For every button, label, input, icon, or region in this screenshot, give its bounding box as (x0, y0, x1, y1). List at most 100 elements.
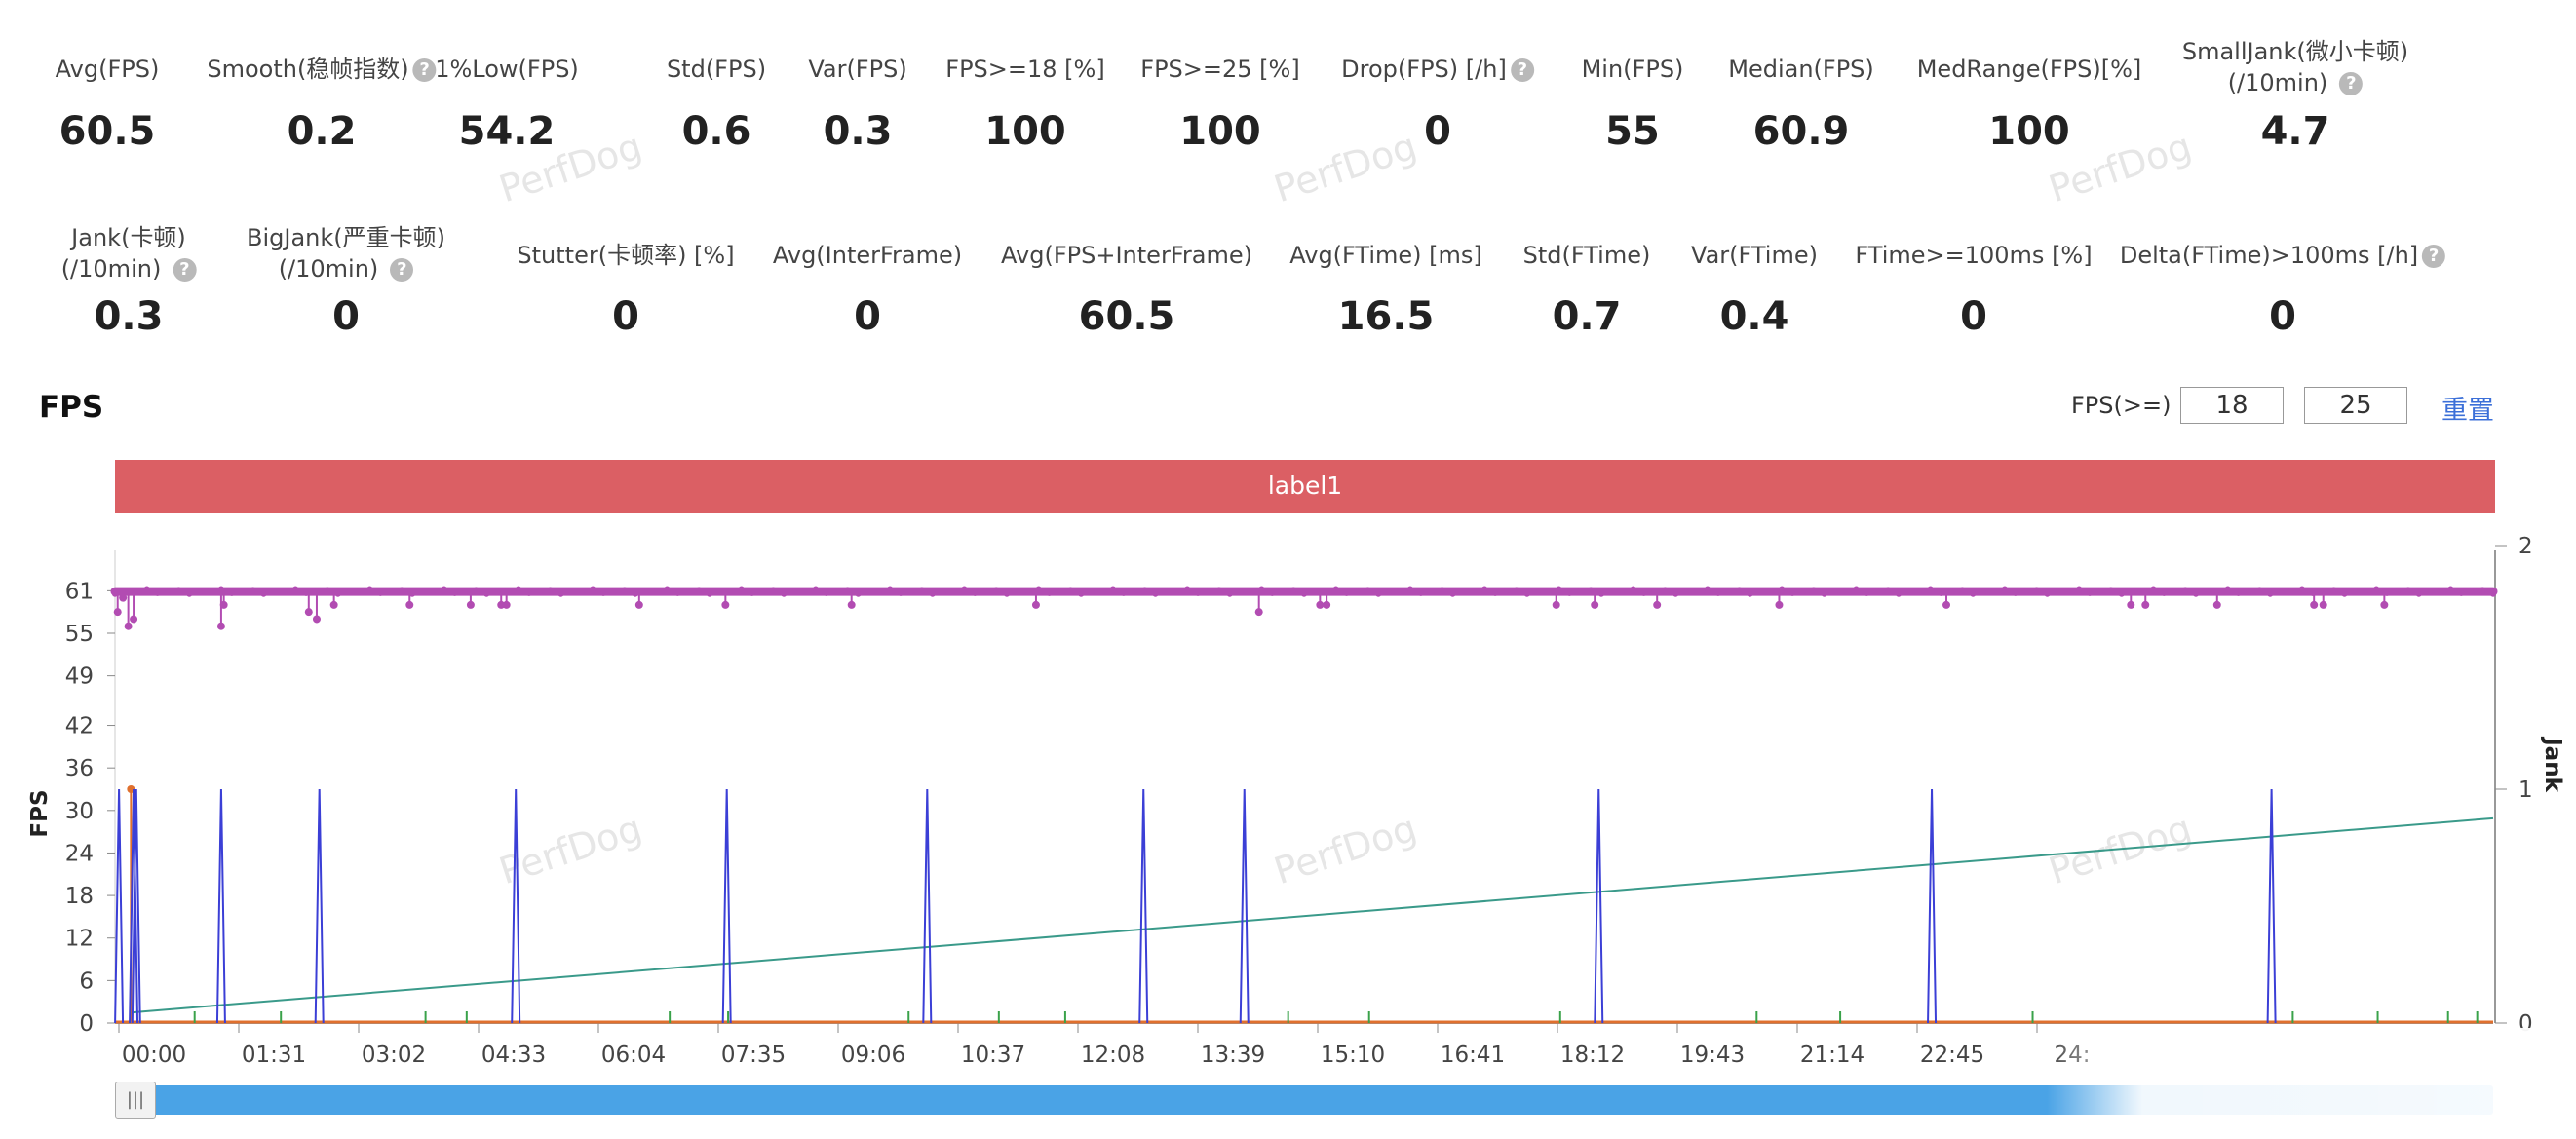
reset-button[interactable]: 重置 (2441, 396, 2494, 426)
x-tick-label: 01:31 (242, 1043, 306, 1068)
fps-point (685, 588, 692, 595)
fps-threshold-high-input[interactable] (2304, 387, 2407, 424)
y-axis-title: FPS (27, 789, 53, 837)
stat-value: 0.2 (287, 109, 357, 154)
fps-point (961, 586, 968, 592)
fps-point (1141, 587, 1148, 593)
y2-axis-title: Jank (2540, 736, 2565, 792)
fps-dip-point (2141, 600, 2150, 609)
stat-value: 60.5 (1078, 294, 1175, 339)
fps-point (770, 587, 777, 593)
fps-point (1556, 586, 1562, 592)
stat-value: 0 (854, 294, 881, 339)
fps-point (1523, 590, 1530, 597)
fps-point (1991, 588, 1998, 594)
jank-spike (215, 788, 226, 1024)
fps-point (621, 587, 628, 593)
fps-point (260, 590, 267, 597)
fps-point (2139, 588, 2146, 594)
help-icon[interactable]: ? (2422, 245, 2446, 268)
jank-spike (922, 788, 933, 1024)
stat-label: SmallJank(微小卡顿) (2182, 36, 2408, 67)
fps-point (1640, 589, 1647, 596)
stat-label: 1%Low(FPS) (435, 54, 579, 85)
fps-point (2256, 587, 2263, 593)
fps-threshold-low-input[interactable] (2180, 387, 2284, 424)
stat-stats_row1-9: Median(FPS) 60.9 (1728, 54, 1874, 154)
y-tick-label: 12 (65, 927, 94, 952)
fps-point (515, 586, 521, 592)
fps-point (1704, 586, 1711, 592)
fps-point (133, 588, 139, 594)
stat-value: 0 (1960, 294, 1987, 339)
fps-point (632, 590, 638, 597)
stat-label-text: 1%Low(FPS) (435, 56, 579, 83)
fps-point (1449, 590, 1456, 597)
stat-stats_row2-8: FTime>=100ms [%] 0 (1855, 240, 2092, 339)
fps-dip-point (312, 615, 321, 624)
stat-unit-text: (/10min) (60, 255, 162, 283)
fps-point (2469, 588, 2476, 595)
fps-point (2437, 588, 2443, 594)
fps-point (2404, 587, 2411, 593)
stat-value: 100 (984, 109, 1066, 154)
stat-label: Std(FPS) (667, 54, 766, 85)
label-bar[interactable]: label1 (115, 460, 2495, 513)
fps-point (208, 588, 214, 594)
fps-point (1672, 590, 1679, 597)
help-icon[interactable]: ? (1510, 58, 1534, 82)
stat-stats_row1-1: Smooth(稳帧指数)? 0.2 (207, 54, 437, 154)
fps-point (2235, 589, 2242, 596)
fps-point (2341, 590, 2348, 597)
fps-point (1513, 587, 1519, 593)
fps-point (2278, 588, 2285, 595)
fps-point (186, 590, 193, 597)
fps-dip-point (466, 600, 475, 609)
stat-stats_row1-4: Var(FPS) 0.3 (808, 54, 906, 154)
fps-point (165, 588, 172, 595)
fps-point (674, 589, 681, 596)
fps-point (409, 590, 415, 597)
help-icon[interactable]: ? (173, 258, 197, 282)
x-tick-label: 07:35 (721, 1043, 786, 1068)
fps-point (844, 587, 851, 593)
fps-point (1024, 588, 1031, 594)
fps-point (2096, 588, 2103, 595)
fps-point (1683, 588, 1690, 595)
trend-line (132, 816, 2494, 1014)
fps-point (1248, 588, 1254, 594)
stat-label-text: Min(FPS) (1581, 56, 1684, 83)
fps-point (1397, 588, 1403, 594)
stat-stats_row1-0: Avg(FPS) 60.5 (56, 54, 160, 154)
y-tick-label: 36 (65, 756, 94, 781)
help-icon[interactable]: ? (2339, 72, 2364, 95)
slider-handle-left[interactable]: ||| (115, 1082, 156, 1119)
stat-value: 60.5 (58, 109, 156, 154)
fps-point (727, 588, 734, 594)
fps-point (1492, 589, 1499, 596)
fps-point (122, 588, 129, 595)
fps-point (1874, 588, 1881, 595)
y2-tick-label: 2 (2518, 534, 2533, 559)
help-icon[interactable]: ? (412, 58, 437, 82)
stat-label-text: Std(FPS) (666, 56, 767, 83)
stat-label: MedRange(FPS)[%] (1917, 54, 2142, 85)
fps-point (865, 588, 872, 595)
fps-point (1502, 588, 1509, 595)
fps-point (1545, 588, 1552, 594)
fps-point (1163, 588, 1170, 595)
fps-point (536, 588, 543, 595)
stat-value: 60.9 (1752, 109, 1850, 154)
stat-stats_row2-2: Stutter(卡顿率) [%] 0 (517, 240, 734, 339)
y-tick-label: 0 (79, 1011, 94, 1037)
fps-point (887, 586, 894, 592)
fps-point (2001, 586, 2008, 592)
help-icon[interactable]: ? (390, 258, 414, 282)
fps-point (1896, 590, 1902, 597)
fps-dip-point (721, 600, 730, 609)
fps-point (1747, 590, 1753, 597)
stat-label-text: Smooth(稳帧指数) (207, 56, 409, 83)
stat-label: Std(FTime) (1523, 240, 1651, 271)
slider-overlay (2047, 1028, 2576, 1139)
